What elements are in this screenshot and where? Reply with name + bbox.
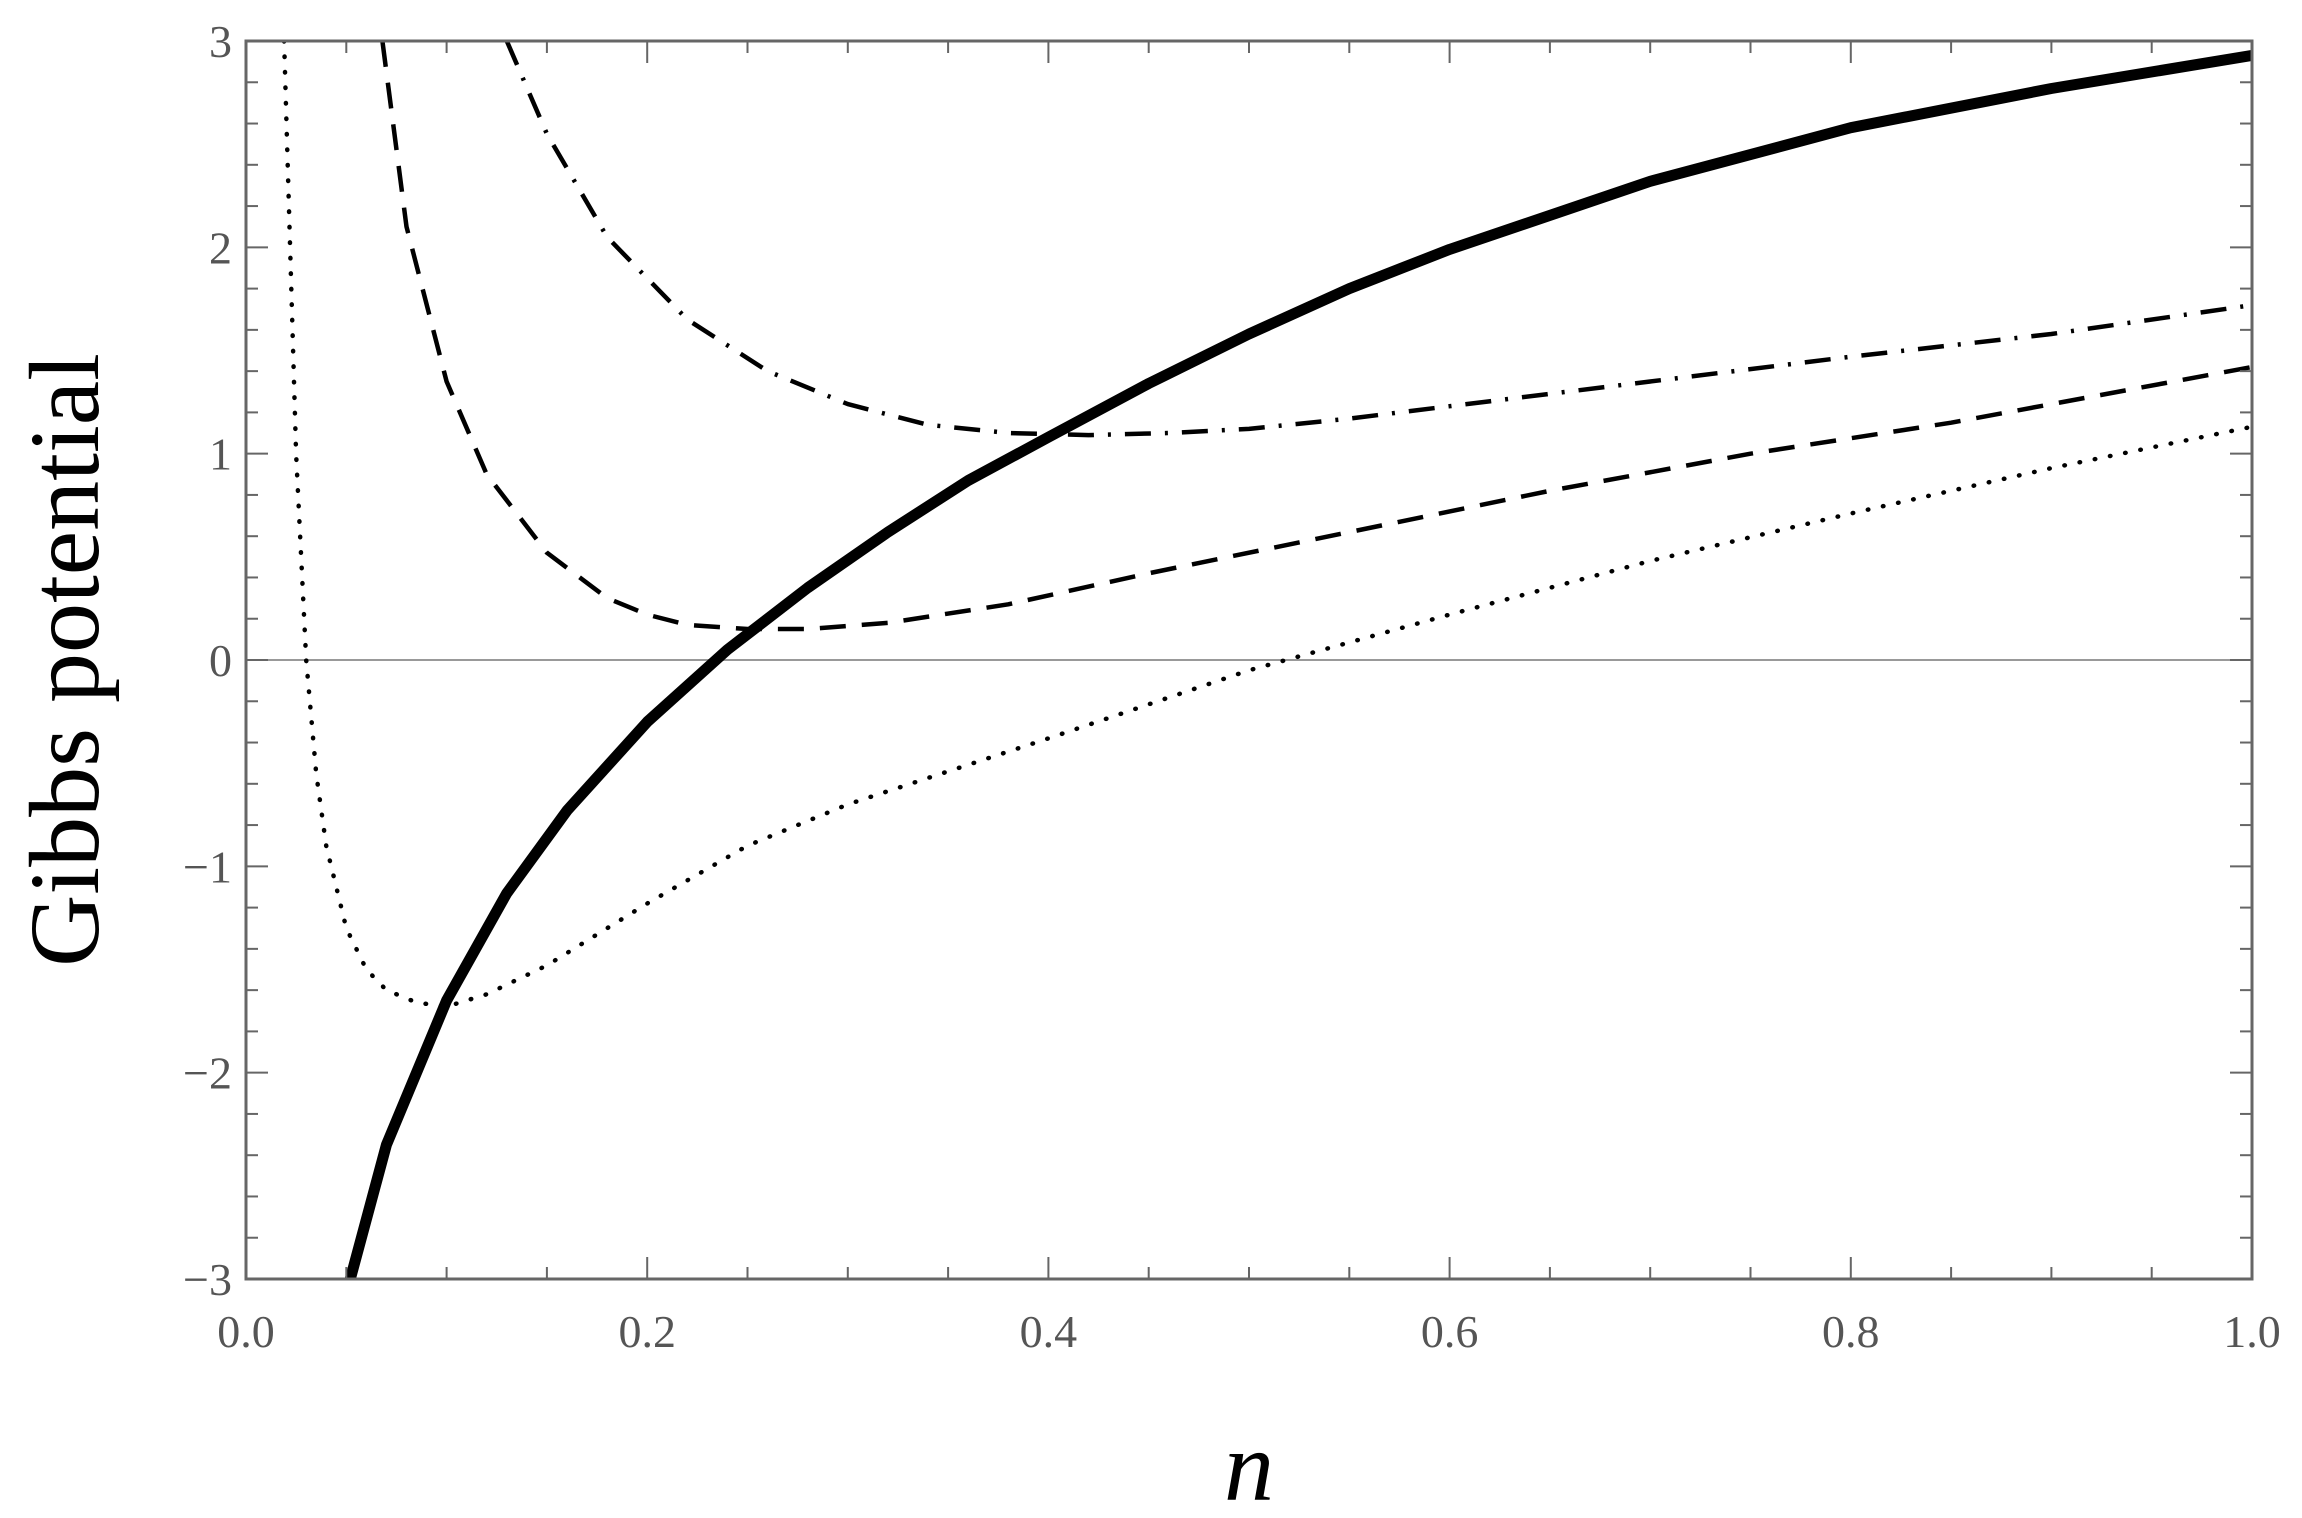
y-tick-label: −2 [183, 1048, 232, 1099]
series-line-solid [344, 49, 2252, 1279]
y-tick-label: −1 [183, 841, 232, 892]
x-tick-label: 0.2 [618, 1306, 676, 1357]
x-tick-label: 0.8 [1822, 1306, 1880, 1357]
x-tick-label: 1.0 [2223, 1306, 2281, 1357]
x-axis-title: n [1224, 1411, 1274, 1518]
x-tick-label: 0.4 [1020, 1306, 1078, 1357]
y-tick-label: 1 [209, 429, 232, 480]
series-line-dash-dot [504, 41, 2252, 438]
y-tick-label: 0 [209, 635, 232, 686]
y-tick-label: 2 [209, 222, 232, 273]
y-axis-title: Gibbs potential [9, 353, 120, 967]
y-tick-label: −3 [183, 1254, 232, 1305]
series-line-dotted [281, 41, 2252, 1009]
x-tick-label: 0.6 [1421, 1306, 1479, 1357]
y-tick-label: 3 [209, 16, 232, 67]
x-tick-label: 0.0 [217, 1306, 275, 1357]
series-line-dashed [380, 41, 2252, 632]
